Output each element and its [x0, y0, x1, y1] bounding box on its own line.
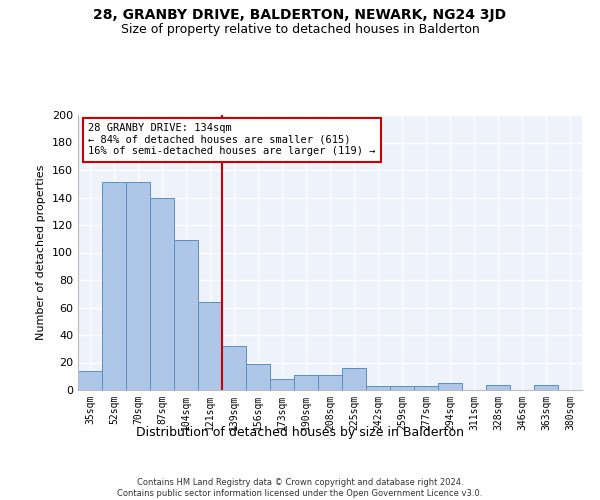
- Bar: [534, 384, 558, 390]
- Bar: [222, 346, 246, 390]
- Bar: [390, 386, 414, 390]
- Bar: [270, 379, 294, 390]
- Text: 28 GRANBY DRIVE: 134sqm
← 84% of detached houses are smaller (615)
16% of semi-d: 28 GRANBY DRIVE: 134sqm ← 84% of detache…: [88, 123, 376, 156]
- Bar: [126, 182, 150, 390]
- Bar: [198, 302, 222, 390]
- Bar: [246, 364, 270, 390]
- Text: Contains HM Land Registry data © Crown copyright and database right 2024.
Contai: Contains HM Land Registry data © Crown c…: [118, 478, 482, 498]
- Bar: [342, 368, 366, 390]
- Bar: [150, 198, 174, 390]
- Y-axis label: Number of detached properties: Number of detached properties: [37, 165, 46, 340]
- Text: 28, GRANBY DRIVE, BALDERTON, NEWARK, NG24 3JD: 28, GRANBY DRIVE, BALDERTON, NEWARK, NG2…: [94, 8, 506, 22]
- Bar: [486, 384, 510, 390]
- Text: Distribution of detached houses by size in Balderton: Distribution of detached houses by size …: [136, 426, 464, 439]
- Bar: [366, 386, 390, 390]
- Bar: [438, 383, 462, 390]
- Text: Size of property relative to detached houses in Balderton: Size of property relative to detached ho…: [121, 22, 479, 36]
- Bar: [78, 371, 102, 390]
- Bar: [174, 240, 198, 390]
- Bar: [102, 182, 126, 390]
- Bar: [318, 375, 342, 390]
- Bar: [294, 375, 318, 390]
- Bar: [414, 386, 438, 390]
